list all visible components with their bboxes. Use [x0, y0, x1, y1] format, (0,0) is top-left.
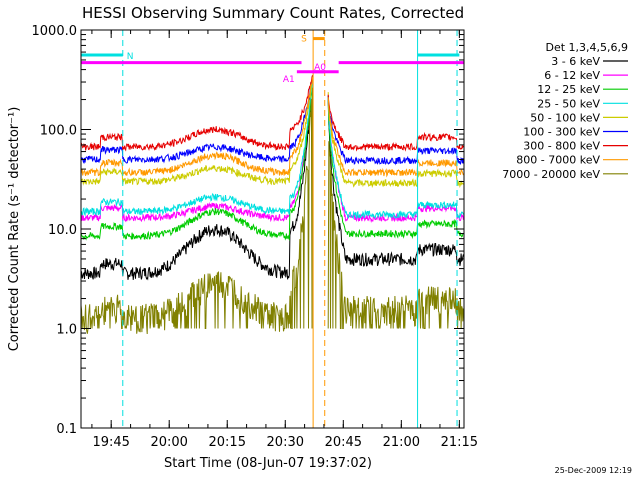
x-tick-label: 20:00 [150, 435, 187, 450]
x-tick-label: 20:30 [267, 435, 304, 450]
chart-title: HESSI Observing Summary Count Rates, Cor… [82, 4, 464, 22]
legend-entry-label: 3 - 6 keV [551, 55, 600, 68]
state-label: N [127, 52, 134, 62]
y-axis-label: Corrected Count Rate (s⁻¹ detector⁻¹) [7, 107, 22, 352]
y-tick-label: 100.0 [40, 124, 77, 139]
x-tick-label: 20:15 [209, 435, 246, 450]
series-line [80, 77, 464, 242]
series-line [80, 75, 464, 152]
plot-frame [80, 29, 465, 429]
series-line [80, 78, 464, 166]
series-line [80, 77, 464, 178]
y-tick-label: 0.1 [56, 422, 77, 437]
y-tick-label: 10.0 [48, 223, 77, 238]
x-tick-label: 19:45 [92, 435, 129, 450]
x-axis-label: Start Time (08-Jun-07 19:37:02) [164, 456, 372, 471]
series-line [80, 76, 464, 281]
series-line [80, 87, 464, 335]
state-label: A1 [283, 75, 295, 85]
plot-area: N S A0 A1 [80, 30, 464, 428]
series-line [80, 75, 464, 220]
series-line [80, 81, 464, 224]
y-tick-label: 1000.0 [32, 24, 78, 39]
legend-entry-label: 12 - 25 keV [537, 83, 600, 96]
state-label: A0 [314, 63, 326, 73]
y-tick-label: 1.0 [56, 323, 77, 338]
series-line [80, 77, 464, 189]
x-tick-label: 21:00 [383, 435, 420, 450]
state-label: S [301, 35, 307, 45]
legend-entry-label: 50 - 100 keV [530, 111, 600, 124]
x-tick-label: 20:45 [325, 435, 362, 450]
legend-entry-label: 300 - 800 keV [523, 140, 600, 153]
legend-header: Det 1,3,4,5,6,9 [545, 41, 628, 54]
date-stamp: 25-Dec-2009 12:19 [555, 466, 632, 475]
legend-entry-label: 800 - 7000 keV [516, 154, 600, 167]
legend-entry-label: 100 - 300 keV [523, 126, 600, 139]
y-axis: 0.1 1.0 10.0 100.0 1000.0 [32, 24, 464, 437]
x-tick-label: 21:15 [441, 435, 478, 450]
legend-entry-label: 25 - 50 keV [537, 97, 600, 110]
x-axis: 19:45 20:00 20:15 20:30 20:45 21:00 21:15 [91, 30, 478, 450]
legend-entry-label: 6 - 12 keV [544, 69, 600, 82]
legend-entry-label: 7000 - 20000 keV [502, 168, 600, 181]
